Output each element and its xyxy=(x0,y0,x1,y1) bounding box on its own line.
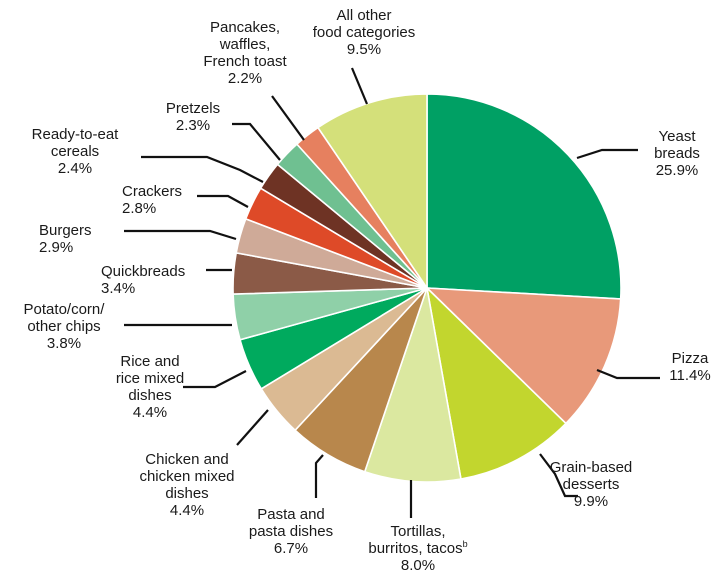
leader-line-14 xyxy=(350,67,369,105)
leader-line-11 xyxy=(141,155,264,183)
slice-label-13: Pancakes, waffles, French toast 2.2% xyxy=(203,19,287,87)
slice-label-12: Pretzels 2.3% xyxy=(166,100,220,134)
slice-label-line: Yeast xyxy=(659,128,697,145)
slice-percent: 8.0% xyxy=(401,557,435,574)
slice-percent: 4.4% xyxy=(133,404,167,421)
slice-label-3: Tortillas, burritos, tacosb 8.0% xyxy=(368,523,467,574)
slice-label-5: Chicken and chicken mixed dishes 4.4% xyxy=(139,451,234,519)
slice-label-line: pasta dishes xyxy=(249,523,333,540)
slice-label-line: other chips xyxy=(27,318,100,335)
slice-label-line: Quickbreads xyxy=(101,263,185,280)
pie-slice-2 xyxy=(425,285,568,480)
slice-label-line: desserts xyxy=(563,476,620,493)
leader-line-1 xyxy=(596,368,660,380)
slice-label-line: Rice and xyxy=(120,353,179,370)
slice-label-line: rice mixed xyxy=(116,370,184,387)
slice-label-line: Potato/corn/ xyxy=(24,301,106,318)
leader-line-4 xyxy=(314,454,324,498)
leader-lines xyxy=(124,67,660,518)
slice-label-7: Potato/corn/other chips 3.8% xyxy=(24,301,106,352)
leader-line-10 xyxy=(197,194,249,208)
slice-label-2: Grain-based desserts 9.9% xyxy=(550,459,633,510)
slice-label-line: Crackers xyxy=(122,183,182,200)
leader-line-2 xyxy=(539,453,578,498)
slice-percent: 11.4% xyxy=(669,367,710,384)
leader-line-13 xyxy=(271,95,305,141)
leader-line-9 xyxy=(124,229,237,241)
footnote-superscript: b xyxy=(463,539,468,549)
slice-percent: 6.7% xyxy=(274,540,308,557)
slice-label-line: dishes xyxy=(128,387,171,404)
slice-label-line: breads xyxy=(654,145,700,162)
slice-percent: 2.3% xyxy=(176,117,210,134)
slice-label-line: waffles, xyxy=(219,36,271,53)
slice-label-line: food categories xyxy=(313,24,416,41)
slice-label-11: Ready-to-eat cereals 2.4% xyxy=(32,126,120,177)
slice-label-4: Pasta and pasta dishes 6.7% xyxy=(249,506,333,557)
leader-line-6 xyxy=(183,370,247,389)
slice-label-10: Crackers 2.8% xyxy=(122,183,182,217)
slice-label-line: Pizza xyxy=(672,350,709,367)
slice-percent: 3.4% xyxy=(101,280,135,297)
slice-label-line: French toast xyxy=(203,53,287,70)
pie-slice-14 xyxy=(316,93,428,291)
pie-slices xyxy=(232,93,622,483)
slice-percent: 4.4% xyxy=(170,502,204,519)
slice-label-14: All other food categories 9.5% xyxy=(313,7,416,58)
slice-label-line: Burgers xyxy=(39,222,92,239)
slice-percent: 2.4% xyxy=(58,160,92,177)
slice-label-line: All other xyxy=(336,7,391,24)
leader-line-5 xyxy=(236,409,269,446)
slice-percent: 2.2% xyxy=(228,70,262,87)
slice-label-1: Pizza 11.4% xyxy=(669,350,710,384)
leader-line-0 xyxy=(576,148,638,160)
slice-label-line: chicken mixed xyxy=(139,468,234,485)
slice-label-9: Burgers 2.9% xyxy=(39,222,92,256)
slice-label-line: Pretzels xyxy=(166,100,220,117)
slice-percent: 2.8% xyxy=(122,200,156,217)
slice-label-line: Pasta and xyxy=(257,506,325,523)
slice-percent: 2.9% xyxy=(39,239,73,256)
slice-label-6: Rice and rice mixed dishes 4.4% xyxy=(116,353,184,421)
slice-label-line: Tortillas, xyxy=(390,523,445,540)
slice-label-line: Chicken and xyxy=(145,451,228,468)
slice-label-line: burritos, tacosb xyxy=(368,539,467,557)
leader-line-12 xyxy=(232,122,281,161)
slice-label-line: Ready-to-eat xyxy=(32,126,120,143)
slice-label-0: Yeast breads 25.9% xyxy=(654,128,700,179)
slice-percent: 25.9% xyxy=(656,162,699,179)
pie-slice-0 xyxy=(426,93,622,300)
slice-percent: 9.9% xyxy=(574,493,608,510)
pie-slice-3 xyxy=(363,287,462,483)
slice-label-line: cereals xyxy=(51,143,99,160)
slice-percent: 3.8% xyxy=(47,335,81,352)
slice-label-8: Quickbreads 3.4% xyxy=(101,263,185,297)
slice-labels: Yeast breads 25.9% Pizza 11.4% Grain-based des… xyxy=(24,7,711,574)
slice-label-line: dishes xyxy=(165,485,208,502)
pie-slice-1 xyxy=(424,287,622,425)
slice-label-line: Pancakes, xyxy=(210,19,280,36)
slice-label-line: Grain-based xyxy=(550,459,633,476)
slice-percent: 9.5% xyxy=(347,41,381,58)
